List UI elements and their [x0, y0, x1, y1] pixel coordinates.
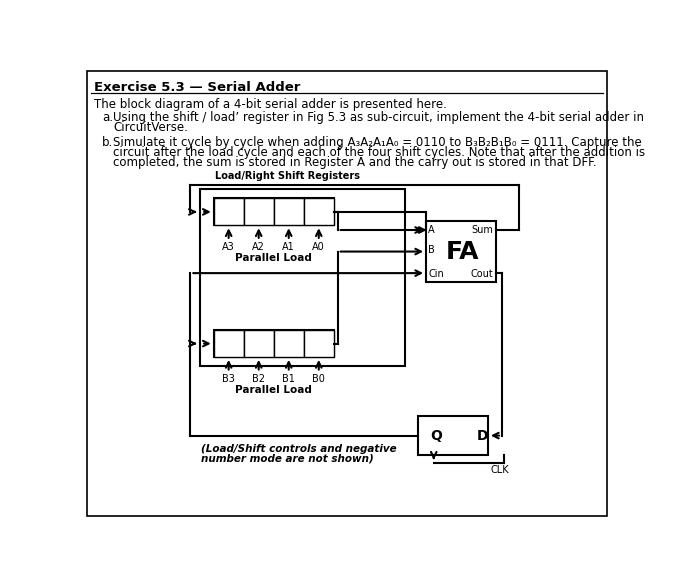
- Text: (Load/Shift controls and negative: (Load/Shift controls and negative: [201, 444, 397, 454]
- Text: A1: A1: [282, 242, 295, 253]
- Text: CLK: CLK: [490, 465, 509, 475]
- Text: B: B: [428, 245, 435, 255]
- Text: a.: a.: [102, 111, 113, 125]
- Text: Simulate it cycle by cycle when adding A₃A₂A₁A₀ = 0110 to B₃B₂B₁B₀ = 0111. Captu: Simulate it cycle by cycle when adding A…: [113, 136, 642, 149]
- Text: number mode are not shown): number mode are not shown): [201, 453, 374, 463]
- Bar: [304, 198, 334, 225]
- Bar: [274, 330, 304, 357]
- Text: B1: B1: [282, 374, 295, 384]
- Text: CircuitVerse.: CircuitVerse.: [113, 122, 188, 134]
- Bar: [214, 198, 243, 225]
- Text: B2: B2: [252, 374, 265, 384]
- Text: A: A: [428, 225, 435, 235]
- Text: circuit after the load cycle and each of the four shift cycles. Note that after : circuit after the load cycle and each of…: [113, 146, 645, 159]
- Text: A0: A0: [312, 242, 325, 253]
- Text: B3: B3: [222, 374, 235, 384]
- Bar: [304, 330, 334, 357]
- Text: completed, the sum is stored in Register A and the carry out is stored in that D: completed, the sum is stored in Register…: [113, 156, 596, 169]
- Text: D: D: [477, 428, 488, 442]
- Text: A2: A2: [252, 242, 265, 253]
- Bar: [418, 416, 488, 455]
- Bar: [426, 221, 496, 282]
- Bar: [243, 198, 274, 225]
- Bar: [214, 330, 243, 357]
- Text: Sum: Sum: [471, 225, 494, 235]
- Text: Parallel Load: Parallel Load: [235, 385, 312, 395]
- Text: Q: Q: [430, 428, 442, 442]
- Text: The block diagram of a 4-bit serial adder is presented here.: The block diagram of a 4-bit serial adde…: [95, 98, 447, 111]
- Text: Exercise 5.3 — Serial Adder: Exercise 5.3 — Serial Adder: [95, 81, 301, 94]
- Text: Cin: Cin: [428, 268, 444, 279]
- Bar: [214, 330, 334, 357]
- Text: FA: FA: [445, 240, 479, 264]
- Text: b.: b.: [102, 136, 114, 149]
- Bar: [214, 198, 334, 225]
- Text: A3: A3: [222, 242, 235, 253]
- Text: B0: B0: [312, 374, 325, 384]
- Bar: [274, 198, 304, 225]
- Bar: [243, 330, 274, 357]
- Bar: [200, 189, 405, 366]
- Text: Parallel Load: Parallel Load: [235, 253, 312, 263]
- Text: Load/Right Shift Registers: Load/Right Shift Registers: [215, 172, 360, 182]
- Text: Using the shift / load’ register in Fig 5.3 as sub-circuit, implement the 4-bit : Using the shift / load’ register in Fig …: [113, 111, 644, 125]
- Text: Cout: Cout: [471, 268, 494, 279]
